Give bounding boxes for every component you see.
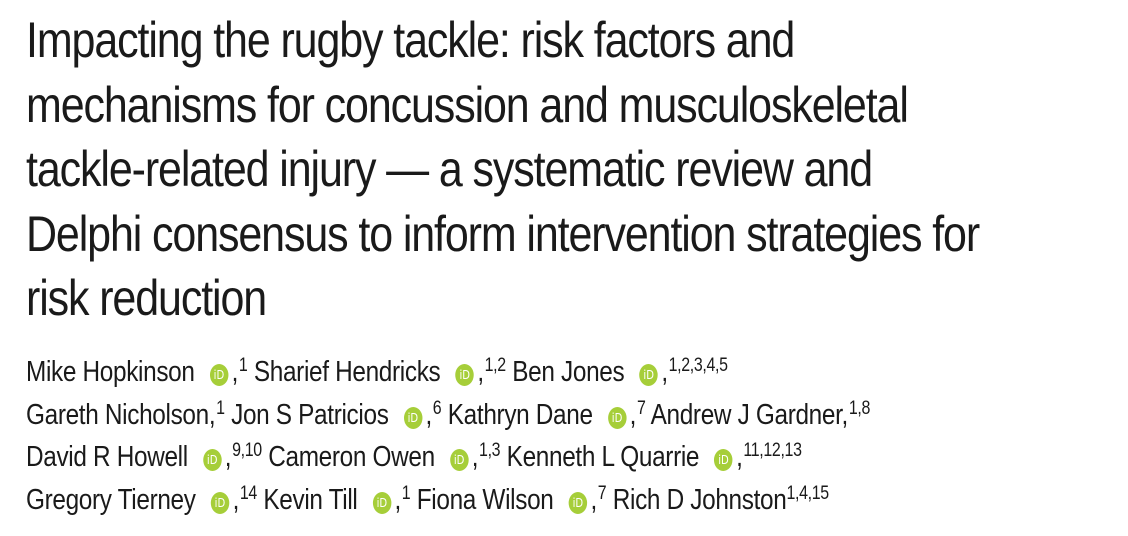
orcid-icon[interactable]: iD (714, 449, 733, 471)
author-line: Gareth Nicholson,1 Jon S Patricios iD ,6 K… (26, 397, 871, 431)
orcid-icon[interactable]: iD (568, 491, 588, 514)
orcid-icon[interactable]: iD (449, 449, 469, 471)
title-line: mechanisms for concussion and musculoske… (26, 76, 909, 133)
affiliation-number: 1 (216, 397, 225, 419)
affiliation-number: 7 (597, 482, 607, 504)
title-line: Delphi consensus to inform intervention … (26, 205, 980, 262)
affiliation-number: 1,8 (848, 397, 871, 419)
author-name: Rich D Johnston (612, 483, 787, 516)
title-line: tackle-related injury — a systematic rev… (26, 141, 873, 197)
title-line: Impacting the rugby tackle: risk factors… (26, 12, 795, 68)
affiliation-number: 6 (432, 397, 442, 419)
title-line: risk reduction (26, 270, 267, 326)
author-line: David R Howell iD ,9,10 Cameron Owen iD ,1,3… (26, 440, 802, 473)
affiliation-number: 1 (238, 355, 248, 376)
affiliation-number: 14 (239, 482, 257, 504)
orcid-icon[interactable]: iD (209, 364, 229, 386)
affiliation-number: 1,2 (484, 355, 507, 376)
orcid-icon[interactable]: iD (455, 364, 474, 386)
author-name: Andrew J Gardner (650, 398, 842, 431)
author-line: Mike Hopkinson iD ,1 Sharief Hendricks iD ,1… (26, 355, 728, 388)
author-name: Cameron Owen (268, 441, 435, 473)
affiliation-number: 7 (636, 397, 646, 419)
affiliation-number: 11,12,13 (743, 440, 802, 461)
paper-title: Impacting the rugby tackle: risk factors… (26, 8, 980, 331)
orcid-icon[interactable]: iD (607, 406, 627, 429)
author-name: Ben Jones (512, 356, 625, 388)
orcid-icon[interactable]: iD (639, 364, 658, 386)
affiliation-number: 1,4,15 (786, 482, 829, 504)
author-name: Kathryn Dane (447, 398, 593, 431)
affiliation-number: 1 (401, 482, 411, 504)
author-name: Jon S Patricios (231, 398, 389, 431)
orcid-icon[interactable]: iD (372, 491, 392, 514)
author-line: Gregory Tierney iD ,14 Kevin Till iD ,1 Fion… (26, 482, 829, 516)
author-name: Gregory Tierney (26, 483, 196, 516)
orcid-icon[interactable]: iD (202, 449, 222, 471)
affiliation-number: 9,10 (232, 440, 262, 461)
orcid-icon[interactable]: iD (403, 406, 423, 429)
author-name: Sharief Hendricks (253, 356, 441, 388)
author-name: Kenneth L Quarrie (506, 441, 700, 473)
author-name: David R Howell (26, 441, 188, 473)
orcid-icon[interactable]: iD (210, 491, 230, 514)
author-name: Kevin Till (263, 483, 358, 516)
author-list: Mike Hopkinson iD ,1 Sharief Hendricks iD ,1… (26, 351, 975, 521)
author-name: Mike Hopkinson (26, 356, 195, 388)
affiliation-number: 1,3 (479, 440, 501, 461)
affiliation-number: 1,2,3,4,5 (668, 355, 728, 376)
author-name: Fiona Wilson (416, 483, 554, 516)
author-name: Gareth Nicholson (26, 398, 209, 431)
